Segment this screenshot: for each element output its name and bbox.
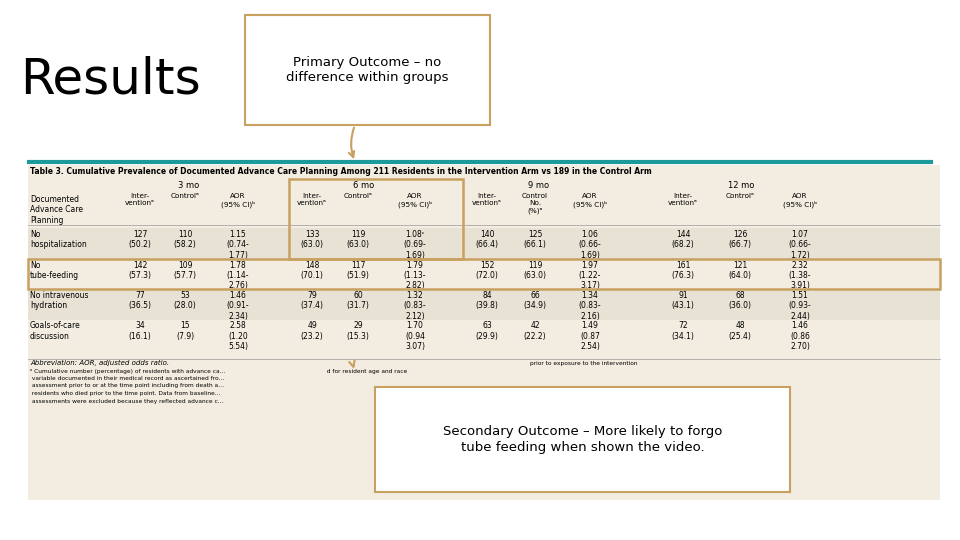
Text: 1.34
(0.83-
2.16): 1.34 (0.83- 2.16)	[579, 291, 601, 321]
Text: AOR
(95% CI)ᵇ: AOR (95% CI)ᵇ	[573, 193, 607, 208]
FancyBboxPatch shape	[28, 228, 940, 259]
Text: Results: Results	[20, 55, 201, 103]
Text: 133
(63.0): 133 (63.0)	[300, 230, 324, 249]
Text: 48
(25.4): 48 (25.4)	[729, 321, 752, 341]
Text: 1.07
(0.66-
1.72): 1.07 (0.66- 1.72)	[788, 230, 811, 260]
Text: ᵃ Cumulative number (percentage) of residents with advance ca…                  : ᵃ Cumulative number (percentage) of resi…	[30, 368, 407, 374]
Text: 49
(23.2): 49 (23.2)	[300, 321, 324, 341]
Text: 53
(28.0): 53 (28.0)	[174, 291, 197, 310]
Text: 79
(37.4): 79 (37.4)	[300, 291, 324, 310]
Text: 34
(16.1): 34 (16.1)	[129, 321, 152, 341]
Text: 66
(34.9): 66 (34.9)	[523, 291, 546, 310]
Text: 63
(29.9): 63 (29.9)	[475, 321, 498, 341]
Text: Inter-
ventionᵃ: Inter- ventionᵃ	[472, 193, 502, 206]
Text: 126
(66.7): 126 (66.7)	[729, 230, 752, 249]
Text: 84
(39.8): 84 (39.8)	[475, 291, 498, 310]
Text: 12 mo: 12 mo	[729, 181, 755, 190]
Text: 1.78
(1.14-
2.76): 1.78 (1.14- 2.76)	[227, 260, 250, 291]
FancyBboxPatch shape	[28, 165, 940, 500]
Text: 152
(72.0): 152 (72.0)	[475, 260, 498, 280]
Text: 2.32
(1.38-
3.91): 2.32 (1.38- 3.91)	[789, 260, 811, 291]
Text: No
hospitalization: No hospitalization	[30, 230, 86, 249]
Text: AOR
(95% CI)ᵇ: AOR (95% CI)ᵇ	[221, 193, 255, 208]
FancyBboxPatch shape	[375, 387, 790, 492]
Text: Controlᵃ: Controlᵃ	[344, 193, 372, 199]
Text: Documented
Advance Care
Planning: Documented Advance Care Planning	[30, 195, 83, 225]
Text: 1.49
(0.87
2.54): 1.49 (0.87 2.54)	[580, 321, 600, 352]
Text: 144
(68.2): 144 (68.2)	[672, 230, 694, 249]
Text: Goals-of-care
discussion: Goals-of-care discussion	[30, 321, 81, 341]
Text: 2.58
(1.20
5.54): 2.58 (1.20 5.54)	[228, 321, 248, 352]
Text: 110
(58.2): 110 (58.2)	[174, 230, 197, 249]
Text: 1.51
(0.93-
2.44): 1.51 (0.93- 2.44)	[788, 291, 811, 321]
Text: 60
(31.7): 60 (31.7)	[347, 291, 370, 310]
Text: assessments were excluded because they reflected advance c…: assessments were excluded because they r…	[30, 399, 224, 403]
Text: No intravenous
hydration: No intravenous hydration	[30, 291, 88, 310]
Text: variable documented in their medical record as ascertained fro…: variable documented in their medical rec…	[30, 376, 225, 381]
Text: 1.15
(0.74-
1.77): 1.15 (0.74- 1.77)	[227, 230, 250, 260]
Text: Abbreviation: AOR, adjusted odds ratio.: Abbreviation: AOR, adjusted odds ratio.	[30, 360, 169, 366]
FancyBboxPatch shape	[245, 15, 490, 125]
Text: Inter-
ventionᵃ: Inter- ventionᵃ	[297, 193, 327, 206]
Text: 1.79
(1.13-
2.82): 1.79 (1.13- 2.82)	[404, 260, 426, 291]
FancyBboxPatch shape	[28, 259, 940, 289]
Text: 119
(63.0): 119 (63.0)	[523, 260, 546, 280]
Text: 119
(63.0): 119 (63.0)	[347, 230, 370, 249]
Text: 109
(57.7): 109 (57.7)	[174, 260, 197, 280]
Text: Control
No.
(%)ᵃ: Control No. (%)ᵃ	[522, 193, 548, 213]
Text: 42
(22.2): 42 (22.2)	[524, 321, 546, 341]
Text: 161
(76.3): 161 (76.3)	[671, 260, 694, 280]
Text: 77
(36.5): 77 (36.5)	[129, 291, 152, 310]
Text: 1.97
(1.22-
3.17): 1.97 (1.22- 3.17)	[579, 260, 601, 291]
Text: AOR
(95% CI)ᵇ: AOR (95% CI)ᵇ	[782, 193, 817, 208]
Text: Secondary Outcome – More likely to forgo
tube feeding when shown the video.: Secondary Outcome – More likely to forgo…	[443, 426, 722, 454]
Text: 1.70
(0.94
3.07): 1.70 (0.94 3.07)	[405, 321, 425, 352]
Text: 125
(66.1): 125 (66.1)	[523, 230, 546, 249]
FancyBboxPatch shape	[28, 289, 940, 320]
Text: 1.06
(0.66-
1.69): 1.06 (0.66- 1.69)	[579, 230, 601, 260]
Text: 15
(7.9): 15 (7.9)	[176, 321, 194, 341]
Text: Controlᵃ: Controlᵃ	[171, 193, 200, 199]
Text: 140
(66.4): 140 (66.4)	[475, 230, 498, 249]
Text: 6 mo: 6 mo	[353, 181, 374, 190]
Text: 127
(50.2): 127 (50.2)	[129, 230, 152, 249]
Text: No
tube-feeding: No tube-feeding	[30, 260, 79, 280]
Text: 9 mo: 9 mo	[528, 181, 549, 190]
Text: prior to exposure to the intervention: prior to exposure to the intervention	[530, 361, 637, 367]
FancyBboxPatch shape	[28, 320, 940, 359]
Text: assessment prior to or at the time point including from death a…: assessment prior to or at the time point…	[30, 383, 224, 388]
Text: 1.32
(0.83-
2.12): 1.32 (0.83- 2.12)	[404, 291, 426, 321]
Text: 68
(36.0): 68 (36.0)	[729, 291, 752, 310]
Text: 142
(57.3): 142 (57.3)	[129, 260, 152, 280]
Text: 1.46
(0.91-
2.34): 1.46 (0.91- 2.34)	[227, 291, 250, 321]
Text: 117
(51.9): 117 (51.9)	[347, 260, 370, 280]
Text: AOR
(95% CI)ᵇ: AOR (95% CI)ᵇ	[397, 193, 432, 208]
Text: Inter-
ventionᵃ: Inter- ventionᵃ	[668, 193, 698, 206]
Text: residents who died prior to the time point. Data from baseline…: residents who died prior to the time poi…	[30, 391, 221, 396]
Text: Table 3. Cumulative Prevalence of Documented Advance Care Planning Among 211 Res: Table 3. Cumulative Prevalence of Docume…	[30, 167, 652, 176]
Text: 91
(43.1): 91 (43.1)	[672, 291, 694, 310]
Text: 148
(70.1): 148 (70.1)	[300, 260, 324, 280]
Text: 3 mo: 3 mo	[179, 181, 200, 190]
Text: Controlᵃ: Controlᵃ	[726, 193, 755, 199]
Text: 1.08ᶜ
(0.69-
1.69): 1.08ᶜ (0.69- 1.69)	[403, 230, 426, 260]
Text: Primary Outcome – no
difference within groups: Primary Outcome – no difference within g…	[286, 56, 448, 84]
Text: 72
(34.1): 72 (34.1)	[672, 321, 694, 341]
Text: 29
(15.3): 29 (15.3)	[347, 321, 370, 341]
Text: 1.46
(0.86
2.70): 1.46 (0.86 2.70)	[790, 321, 810, 352]
Text: 121
(64.0): 121 (64.0)	[729, 260, 752, 280]
Text: Inter-
ventionᵃ: Inter- ventionᵃ	[125, 193, 155, 206]
